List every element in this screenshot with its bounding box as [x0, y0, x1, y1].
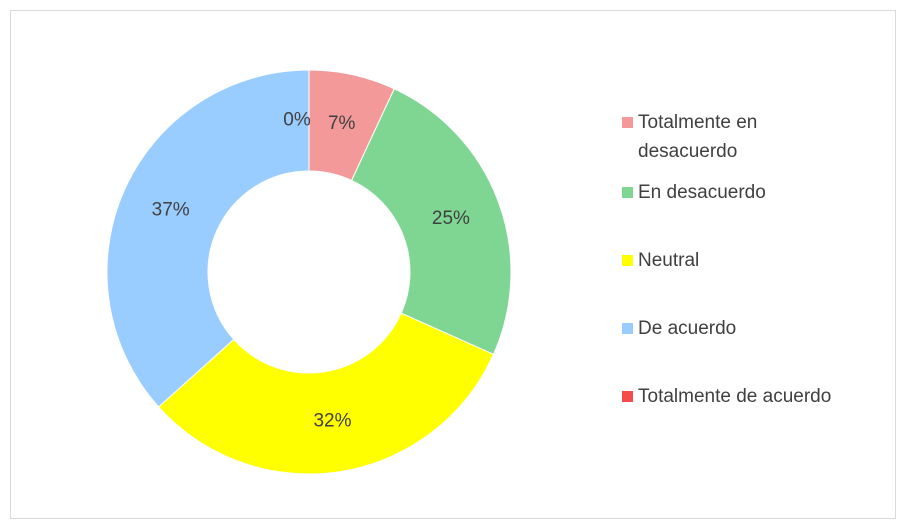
donut-slice	[350, 88, 512, 356]
legend-item: De acuerdo	[622, 314, 828, 343]
legend-item: Totalmente en desacuerdo	[622, 108, 828, 166]
legend-item: Totalmente de acuerdo	[622, 382, 898, 411]
data-label: 37%	[152, 199, 190, 220]
legend-label: De acuerdo	[638, 318, 737, 339]
legend-swatch	[622, 255, 633, 266]
donut-slice	[157, 312, 495, 475]
legend-swatch	[622, 187, 633, 198]
data-label: 7%	[328, 113, 356, 134]
legend-label: Neutral	[638, 250, 700, 271]
chart-frame	[10, 10, 896, 519]
legend-label: En desacuerdo	[638, 182, 766, 203]
legend: Totalmente en desacuerdo En desacuerdo Neu…	[622, 108, 892, 411]
donut-slice	[106, 69, 310, 408]
legend-label: Totalmente de acuerdo	[638, 386, 832, 407]
data-label: 25%	[432, 208, 470, 229]
legend-swatch	[622, 323, 633, 334]
data-label: 32%	[313, 411, 351, 432]
legend-item: En desacuerdo	[622, 178, 828, 207]
legend-swatch	[622, 391, 633, 402]
legend-swatch	[622, 117, 633, 128]
data-label: 0%	[283, 110, 311, 131]
legend-label: Totalmente en desacuerdo	[638, 112, 758, 162]
legend-item: Neutral	[622, 246, 828, 275]
